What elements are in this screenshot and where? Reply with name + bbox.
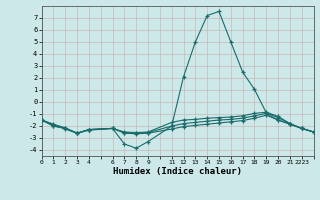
X-axis label: Humidex (Indice chaleur): Humidex (Indice chaleur)	[113, 167, 242, 176]
